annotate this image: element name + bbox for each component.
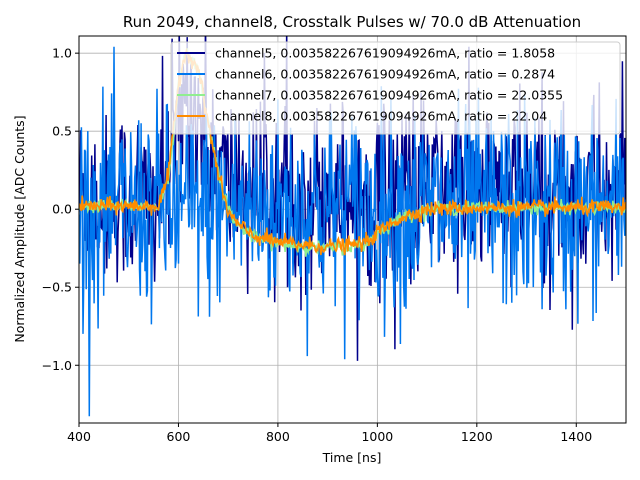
legend-label: channel5, 0.003582267619094926mA, ratio … (215, 46, 555, 61)
y-tick-label: 1.0 (52, 46, 72, 61)
y-tick-label: 0.5 (52, 124, 72, 139)
series-layer (79, 36, 626, 417)
x-tick-label: 400 (67, 429, 91, 444)
x-tick-label: 1400 (560, 429, 592, 444)
y-tick-label: −0.5 (42, 280, 72, 295)
plot-frame (78, 35, 627, 424)
x-tick-label: 1000 (361, 429, 393, 444)
x-tick-label: 1200 (461, 429, 493, 444)
legend-label: channel7, 0.003582267619094926mA, ratio … (215, 88, 563, 103)
x-tick-label: 600 (167, 429, 191, 444)
legend-label: channel6, 0.003582267619094926mA, ratio … (215, 67, 555, 82)
legend: channel5, 0.003582267619094926mA, ratio … (170, 41, 621, 135)
x-tick-label: 800 (266, 429, 290, 444)
ticks: 400 600 800 1000 1200 1400 −1.0 −0.5 0.0 0.5 1.0 (42, 46, 593, 444)
y-tick-label: −1.0 (42, 358, 72, 373)
chart-title: Run 2049, channel8, Crosstalk Pulses w/ … (123, 13, 581, 31)
series-line-2 (79, 46, 626, 417)
y-axis-label: Normalized Amplitude [ADC Counts] (12, 115, 27, 342)
y-tick-label: 0.0 (52, 202, 72, 217)
x-axis-label: Time [ns] (322, 450, 382, 465)
series-line-4 (79, 47, 626, 256)
legend-label: channel8, 0.003582267619094926mA, ratio … (215, 109, 547, 124)
legend-box (170, 41, 621, 135)
